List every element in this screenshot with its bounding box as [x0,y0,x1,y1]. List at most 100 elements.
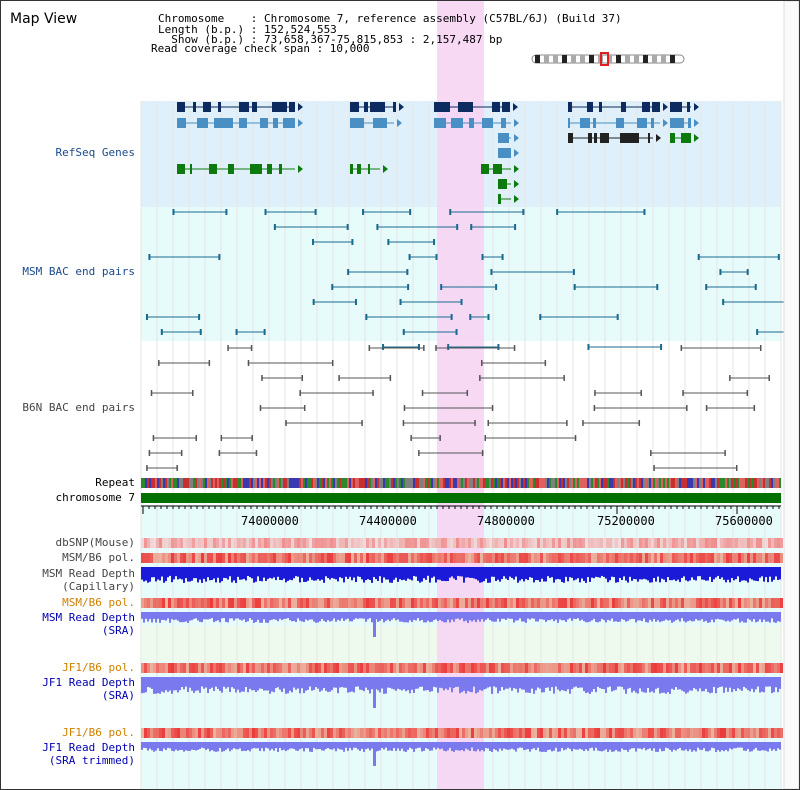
read-depth-bar [677,742,679,750]
polymorphism-cell [327,663,330,673]
read-depth-bar [249,742,251,752]
read-depth-bar [255,567,257,582]
read-depth-bar [227,742,229,749]
msm-bac-label[interactable]: MSM BAC end pairs [22,265,135,278]
msm-read-depth-sra-label[interactable]: MSM Read Depth [42,611,135,624]
polymorphism-cell [438,553,441,563]
polymorphism-cell [558,598,561,608]
read-depth-bar [759,612,761,620]
repeat-segment [519,478,521,488]
repeat-segment [337,478,339,488]
read-depth-bar [185,677,187,687]
polymorphism-cell [276,663,279,673]
dbsnp-label[interactable]: dbSNP(Mouse) [55,536,135,549]
polymorphism-cell [711,728,714,738]
polymorphism-cell [537,663,540,673]
read-depth-bar [313,677,315,690]
polymorphism-cell [336,663,339,673]
read-depth-bar [267,612,269,623]
msm-b6-pol-label-2[interactable]: MSM/B6 pol. [62,596,135,609]
repeat-segment [721,478,723,488]
b6n-bac-label[interactable]: B6N BAC end pairs [22,401,135,414]
read-depth-bar [223,677,225,687]
read-depth-bar [737,612,739,619]
jf1-read-depth-sra-label[interactable]: JF1 Read Depth [42,676,135,689]
read-depth-bar [141,742,143,750]
polymorphism-cell [720,538,723,548]
polymorphism-cell [432,663,435,673]
read-depth-bar [757,612,759,622]
polymorphism-cell [495,553,498,563]
polymorphism-cell [342,538,345,548]
read-depth-bar [397,567,399,582]
polymorphism-cell [648,553,651,563]
read-depth-bar [213,567,215,579]
jf1-b6-pol-label-1[interactable]: JF1/B6 pol. [62,661,135,674]
read-depth-bar [531,612,533,619]
read-depth-bar [371,567,373,583]
read-depth-bar [777,567,779,581]
read-depth-bar [611,567,613,577]
read-depth-bar [575,612,577,620]
polymorphism-cell [666,553,669,563]
polymorphism-cell [753,728,756,738]
read-depth-bar [213,742,215,752]
read-depth-bar [467,742,469,750]
repeat-segment [289,478,291,488]
polymorphism-cell [270,553,273,563]
read-depth-bar [661,567,663,579]
polymorphism-cell [408,728,411,738]
jf1-read-depth-trimmed-label[interactable]: JF1 Read Depth [42,741,135,754]
read-depth-bar [545,567,547,582]
polymorphism-cell [765,553,768,563]
polymorphism-cell [306,553,309,563]
read-depth-bar [353,567,355,578]
polymorphism-cell [669,728,672,738]
polymorphism-cell [621,728,624,738]
read-depth-bar [193,677,195,693]
read-depth-bar [587,742,589,751]
bac-end [566,420,568,426]
read-depth-bar [539,567,541,582]
read-depth-bar [231,612,233,619]
polymorphism-cell [474,663,477,673]
bac-end [180,450,183,456]
polymorphism-cell [513,553,516,563]
polymorphism-cell [153,538,156,548]
bac-end [347,269,350,275]
repeat-segment [607,478,609,488]
polymorphism-cell [663,663,666,673]
msm-read-depth-capillary-label[interactable]: MSM Read Depth [42,567,135,580]
read-depth-bar [265,742,267,748]
repeat-segment [173,478,175,488]
polymorphism-cell [192,553,195,563]
repeat-segment [689,478,691,488]
polymorphism-cell [762,553,765,563]
polymorphism-cell [678,553,681,563]
read-depth-bar [529,742,531,752]
refseq-genes-label[interactable]: RefSeq Genes [55,146,135,159]
read-depth-bar [431,567,433,578]
msm-b6-pol-label-1[interactable]: MSM/B6 pol. [62,551,135,564]
read-depth-bar [599,677,601,689]
bac-end [746,269,749,275]
repeat-segment [705,478,707,488]
repeat-segment [163,478,165,488]
read-depth-bar [491,567,493,577]
jf1-b6-pol-label-2[interactable]: JF1/B6 pol. [62,726,135,739]
polymorphism-cell [573,728,576,738]
polymorphism-cell [201,538,204,548]
polymorphism-cell [306,663,309,673]
gene-strand-arrow [399,103,404,111]
read-depth-bar [541,612,543,620]
read-depth-bar [705,612,707,621]
read-depth-bar [373,567,375,578]
polymorphism-cell [204,598,207,608]
read-depth-bar [631,742,633,749]
bac-end [469,314,472,320]
polymorphism-cell [327,538,330,548]
polymorphism-cell [537,598,540,608]
polymorphism-cell [171,538,174,548]
repeat-segment [503,478,505,488]
